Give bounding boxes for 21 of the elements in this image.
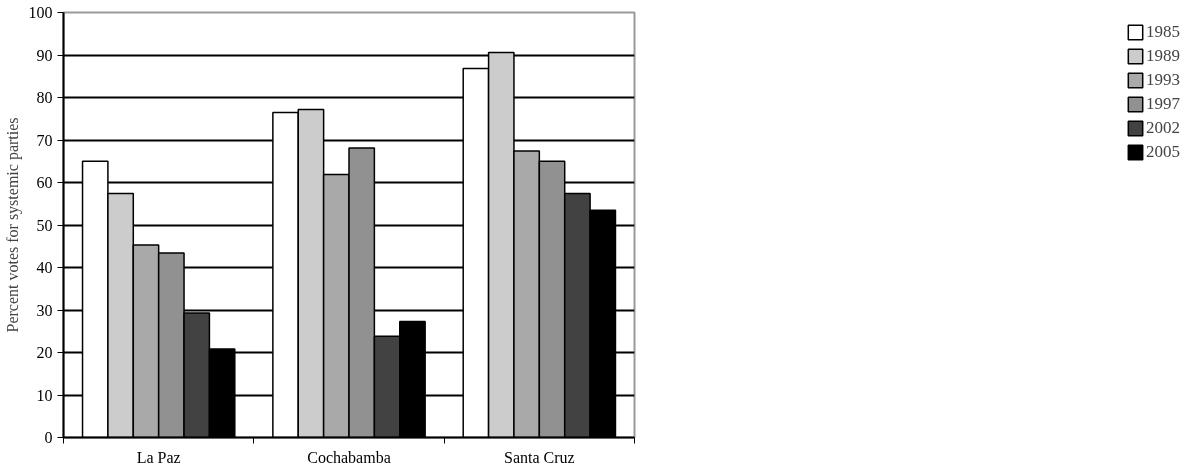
legend-label: 1993 — [1146, 70, 1180, 90]
y-tick-label: 70 — [36, 131, 53, 149]
x-tick-label: Cochabamba — [307, 448, 391, 466]
x-tick-label: Santa Cruz — [504, 448, 575, 466]
y-tick-label: 90 — [36, 46, 53, 64]
y-tick-label: 50 — [36, 216, 53, 234]
legend-label: 1989 — [1146, 46, 1180, 66]
y-tick-label: 60 — [36, 174, 53, 191]
y-tick-label: 20 — [36, 344, 53, 361]
legend-label: 1997 — [1146, 94, 1180, 114]
y-tick-label: 0 — [44, 429, 53, 446]
x-tick-label: La Paz — [136, 448, 181, 466]
y-axis-title: Percent votes for systemic parties — [3, 117, 22, 333]
legend-label: 2002 — [1146, 118, 1180, 138]
y-tick-label: 30 — [36, 301, 53, 319]
legend-label: 1985 — [1146, 22, 1180, 42]
legend-label: 2005 — [1146, 142, 1180, 162]
y-tick-label: 40 — [36, 259, 53, 276]
y-tick-label: 100 — [28, 4, 53, 21]
y-tick-label: 10 — [36, 386, 53, 404]
y-tick-label: 80 — [36, 89, 53, 106]
